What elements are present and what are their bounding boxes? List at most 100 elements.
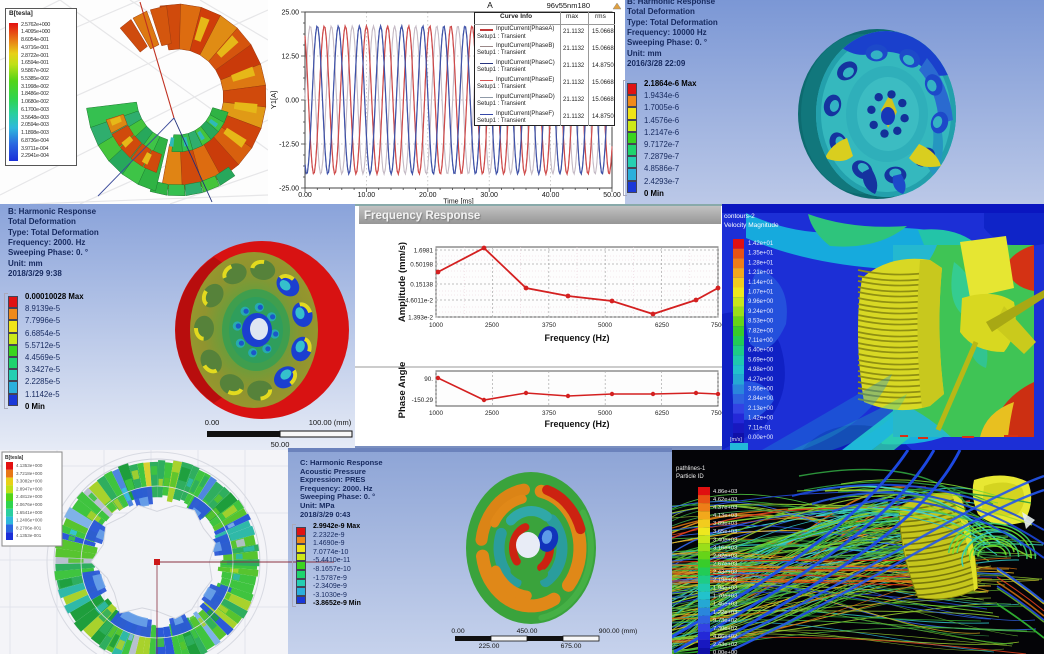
svg-text:2.43e+02: 2.43e+02 [713, 642, 737, 648]
svg-text:Velocity Magnitude: Velocity Magnitude [724, 222, 779, 229]
svg-text:Frequency (Hz): Frequency (Hz) [544, 333, 609, 343]
svg-text:7.11e-01: 7.11e-01 [748, 425, 772, 431]
svg-text:4.86e+03: 4.86e+03 [713, 489, 737, 495]
svg-text:2.4812e+000: 2.4812e+000 [16, 494, 43, 499]
svg-text:1.07e+01: 1.07e+01 [748, 290, 774, 296]
svg-text:9.73e+02: 9.73e+02 [713, 618, 737, 624]
svg-text:0.00e+00: 0.00e+00 [748, 435, 774, 441]
svg-text:0.50198: 0.50198 [410, 262, 433, 269]
svg-text:9.96e+00: 9.96e+00 [748, 299, 774, 305]
svg-text:1.14e+01: 1.14e+01 [748, 280, 774, 286]
svg-text:Particle ID: Particle ID [676, 474, 704, 480]
svg-text:0.00e+00: 0.00e+00 [713, 650, 737, 654]
svg-text:2.67e+03: 2.67e+03 [713, 562, 737, 568]
svg-text:B[tesla]: B[tesla] [5, 455, 24, 461]
svg-text:50.00: 50.00 [271, 440, 290, 449]
svg-text:7.82e+00: 7.82e+00 [748, 328, 774, 334]
svg-text:5.69e+00: 5.69e+00 [748, 357, 774, 363]
svg-text:2.19e+03: 2.19e+03 [713, 578, 737, 584]
svg-text:6250: 6250 [655, 322, 670, 329]
svg-text:1000: 1000 [429, 410, 444, 417]
svg-text:3750: 3750 [542, 410, 557, 417]
svg-text:96v55nm180: 96v55nm180 [547, 1, 590, 10]
svg-text:20.00: 20.00 [419, 192, 437, 199]
svg-text:2.92e+03: 2.92e+03 [713, 553, 737, 559]
svg-text:9.24e+00: 9.24e+00 [748, 309, 774, 315]
svg-text:7.11e+00: 7.11e+00 [748, 338, 773, 344]
svg-text:0.00: 0.00 [285, 98, 299, 105]
svg-text:3750: 3750 [542, 322, 557, 329]
svg-text:A: A [487, 0, 493, 10]
svg-text:Frequency (Hz): Frequency (Hz) [544, 419, 609, 429]
svg-text:1.21e+01: 1.21e+01 [748, 270, 774, 276]
svg-text:Phase Angle: Phase Angle [397, 362, 408, 419]
svg-text:675.00: 675.00 [561, 643, 582, 650]
svg-text:2500: 2500 [485, 322, 500, 329]
svg-text:50.00: 50.00 [603, 192, 621, 199]
svg-text:450.00: 450.00 [517, 628, 538, 635]
svg-text:0.00: 0.00 [451, 628, 464, 635]
svg-text:7.30e+02: 7.30e+02 [713, 626, 737, 632]
svg-text:3.16e+03: 3.16e+03 [713, 545, 737, 551]
svg-text:6.40e+00: 6.40e+00 [748, 348, 774, 354]
svg-text:1000: 1000 [429, 322, 444, 329]
svg-text:4.86e+02: 4.86e+02 [713, 634, 737, 640]
svg-text:Time [ms]: Time [ms] [443, 199, 474, 205]
svg-text:1.46e+03: 1.46e+03 [713, 602, 737, 608]
svg-text:0.00: 0.00 [298, 192, 312, 199]
svg-text:pathlines-1: pathlines-1 [676, 466, 706, 472]
svg-text:0.15138: 0.15138 [410, 282, 433, 289]
svg-text:1.35e+01: 1.35e+01 [748, 251, 774, 257]
svg-text:4.1353e-001: 4.1353e-001 [16, 533, 42, 538]
svg-text:4.27e+00: 4.27e+00 [748, 377, 774, 383]
svg-text:-150.29: -150.29 [412, 397, 434, 404]
svg-text:12.50: 12.50 [281, 54, 299, 61]
svg-text:5000: 5000 [598, 322, 613, 329]
svg-text:4.37e+03: 4.37e+03 [713, 505, 737, 511]
svg-text:1.6981: 1.6981 [414, 248, 434, 255]
svg-text:4.62e+03: 4.62e+03 [713, 497, 737, 503]
svg-text:2.13e+00: 2.13e+00 [748, 406, 774, 412]
svg-text:Amplitude (mm/s): Amplitude (mm/s) [397, 242, 408, 322]
svg-text:1.2406e+000: 1.2406e+000 [16, 518, 43, 523]
svg-text:40.00: 40.00 [542, 192, 560, 199]
svg-text:contours-2: contours-2 [724, 213, 755, 220]
svg-text:90.: 90. [424, 376, 433, 383]
svg-text:0.00: 0.00 [205, 418, 220, 427]
svg-text:3.3082e+000: 3.3082e+000 [16, 479, 43, 484]
svg-text:-25.00: -25.00 [279, 186, 299, 193]
svg-text:1.393e-2: 1.393e-2 [408, 315, 433, 322]
svg-text:1.6541e+000: 1.6541e+000 [16, 510, 43, 515]
svg-text:1.22e+03: 1.22e+03 [713, 610, 737, 616]
svg-text:[m/s]: [m/s] [730, 437, 742, 443]
svg-text:1.94e+03: 1.94e+03 [713, 586, 737, 592]
svg-text:5000: 5000 [598, 410, 613, 417]
svg-text:2500: 2500 [485, 410, 500, 417]
svg-text:1.42e+01: 1.42e+01 [748, 241, 774, 247]
svg-text:8.2706e-001: 8.2706e-001 [16, 525, 42, 530]
svg-text:4.1353e+000: 4.1353e+000 [16, 463, 43, 468]
svg-text:100.00 (mm): 100.00 (mm) [309, 418, 352, 427]
svg-text:1.28e+01: 1.28e+01 [748, 260, 774, 266]
svg-text:4.6011e-2: 4.6011e-2 [405, 298, 433, 305]
svg-text:3.89e+03: 3.89e+03 [713, 521, 737, 527]
svg-text:25.00: 25.00 [281, 10, 299, 17]
svg-text:Y1[A]: Y1[A] [269, 91, 278, 109]
svg-text:Frequency Response: Frequency Response [364, 210, 480, 222]
svg-text:8.53e+00: 8.53e+00 [748, 319, 774, 325]
svg-text:2.84e+00: 2.84e+00 [748, 396, 774, 402]
svg-text:2.0676e+000: 2.0676e+000 [16, 502, 43, 507]
svg-text:6250: 6250 [655, 410, 670, 417]
svg-text:3.56e+00: 3.56e+00 [748, 387, 774, 393]
svg-text:1.70e+03: 1.70e+03 [713, 594, 737, 600]
svg-text:1.42e+00: 1.42e+00 [748, 416, 774, 422]
svg-text:4.98e+00: 4.98e+00 [748, 367, 774, 373]
svg-text:2.8947e+000: 2.8947e+000 [16, 486, 43, 491]
svg-text:10.00: 10.00 [358, 192, 376, 199]
svg-text:4.13e+03: 4.13e+03 [713, 513, 737, 519]
svg-text:7500: 7500 [711, 410, 722, 417]
svg-text:3.40e+03: 3.40e+03 [713, 537, 737, 543]
svg-text:3.65e+03: 3.65e+03 [713, 529, 737, 535]
svg-text:2.43e+03: 2.43e+03 [713, 570, 737, 576]
svg-text:-12.50: -12.50 [279, 142, 299, 149]
